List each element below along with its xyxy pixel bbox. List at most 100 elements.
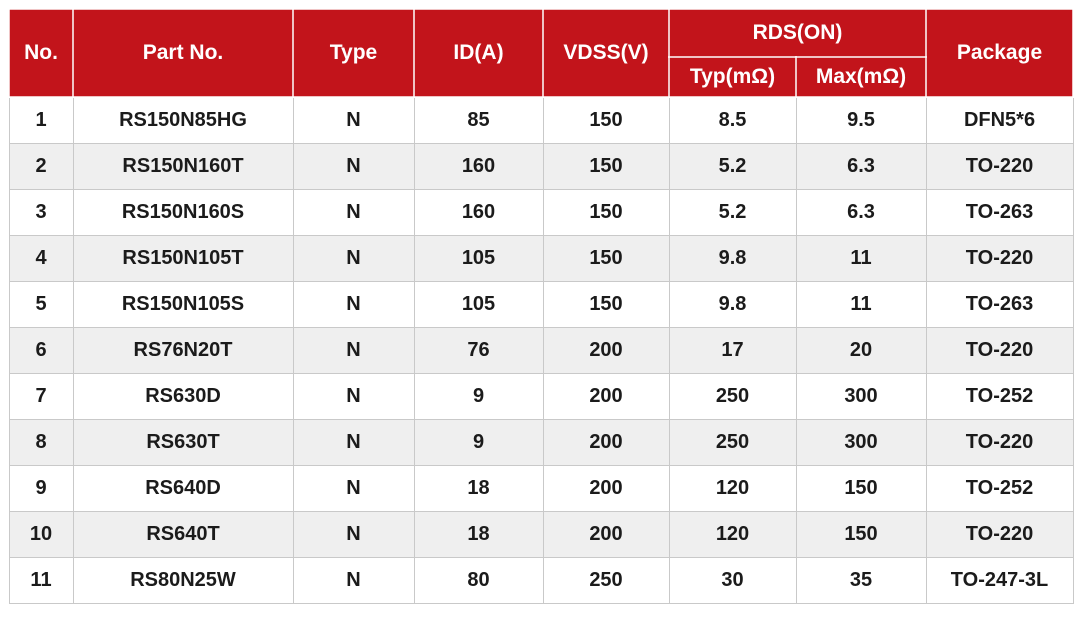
cell-max_mohm: 11 (795, 281, 927, 328)
cell-vdss_v: 200 (542, 327, 670, 374)
mosfet-spec-table: No. Part No. Type ID(A) VDSS(V) RDS(ON) … (8, 8, 1075, 604)
cell-vdss_v: 150 (542, 189, 670, 236)
cell-typ_mohm: 120 (668, 465, 797, 512)
cell-vdss_v: 250 (542, 557, 670, 604)
cell-id_a: 160 (413, 143, 544, 190)
table-row: 11 RS80N25W N 80 250 30 35 TO-247-3L (8, 557, 1074, 604)
cell-id_a: 160 (413, 189, 544, 236)
cell-no: 7 (8, 373, 74, 420)
cell-no: 9 (8, 465, 74, 512)
cell-package: TO-220 (925, 511, 1074, 558)
cell-package: TO-220 (925, 235, 1074, 282)
cell-typ_mohm: 9.8 (668, 281, 797, 328)
cell-no: 2 (8, 143, 74, 190)
table-row: 8 RS630T N 9 200 250 300 TO-220 (8, 419, 1074, 466)
cell-id_a: 105 (413, 235, 544, 282)
cell-vdss_v: 150 (542, 143, 670, 190)
cell-no: 3 (8, 189, 74, 236)
cell-package: TO-247-3L (925, 557, 1074, 604)
cell-type: N (292, 143, 415, 190)
col-header-package: Package (925, 8, 1075, 98)
cell-no: 11 (8, 557, 74, 604)
cell-part_no: RS150N160T (72, 143, 294, 190)
cell-package: TO-220 (925, 419, 1074, 466)
table-row: 1 RS150N85HG N 85 150 8.5 9.5 DFN5*6 (8, 96, 1074, 144)
table-body: 1 RS150N85HG N 85 150 8.5 9.5 DFN5*6 2 RS150N160T… (8, 96, 1074, 604)
cell-vdss_v: 200 (542, 373, 670, 420)
cell-typ_mohm: 8.5 (668, 96, 797, 144)
col-header-rds-on: RDS(ON) (667, 8, 928, 58)
cell-no: 1 (8, 96, 74, 144)
cell-max_mohm: 6.3 (795, 189, 927, 236)
cell-part_no: RS150N105T (72, 235, 294, 282)
cell-type: N (292, 235, 415, 282)
col-header-no: No. (8, 8, 74, 98)
cell-typ_mohm: 17 (668, 327, 797, 374)
table-header: No. Part No. Type ID(A) VDSS(V) RDS(ON) … (8, 8, 1075, 98)
cell-typ_mohm: 30 (668, 557, 797, 604)
cell-typ_mohm: 5.2 (668, 189, 797, 236)
cell-typ_mohm: 120 (668, 511, 797, 558)
cell-package: DFN5*6 (925, 96, 1074, 144)
cell-type: N (292, 281, 415, 328)
cell-type: N (292, 96, 415, 144)
col-header-id-a: ID(A) (413, 8, 544, 98)
cell-part_no: RS630D (72, 373, 294, 420)
cell-max_mohm: 20 (795, 327, 927, 374)
cell-id_a: 18 (413, 465, 544, 512)
cell-max_mohm: 300 (795, 419, 927, 466)
table-row: 2 RS150N160T N 160 150 5.2 6.3 TO-220 (8, 143, 1074, 190)
cell-type: N (292, 511, 415, 558)
table-row: 5 RS150N105S N 105 150 9.8 11 TO-263 (8, 281, 1074, 328)
cell-max_mohm: 9.5 (795, 96, 927, 144)
cell-typ_mohm: 9.8 (668, 235, 797, 282)
cell-type: N (292, 189, 415, 236)
cell-part_no: RS630T (72, 419, 294, 466)
cell-part_no: RS150N105S (72, 281, 294, 328)
cell-vdss_v: 150 (542, 235, 670, 282)
col-header-max-mohm: Max(mΩ) (794, 56, 928, 98)
cell-package: TO-252 (925, 373, 1074, 420)
cell-typ_mohm: 250 (668, 373, 797, 420)
table-row: 3 RS150N160S N 160 150 5.2 6.3 TO-263 (8, 189, 1074, 236)
cell-id_a: 76 (413, 327, 544, 374)
table-row: 7 RS630D N 9 200 250 300 TO-252 (8, 373, 1074, 420)
cell-max_mohm: 150 (795, 511, 927, 558)
cell-vdss_v: 200 (542, 511, 670, 558)
cell-part_no: RS150N85HG (72, 96, 294, 144)
cell-id_a: 105 (413, 281, 544, 328)
cell-max_mohm: 6.3 (795, 143, 927, 190)
cell-part_no: RS150N160S (72, 189, 294, 236)
cell-type: N (292, 327, 415, 374)
cell-id_a: 9 (413, 373, 544, 420)
cell-part_no: RS640T (72, 511, 294, 558)
cell-vdss_v: 150 (542, 96, 670, 144)
cell-part_no: RS640D (72, 465, 294, 512)
cell-id_a: 85 (413, 96, 544, 144)
table-row: 9 RS640D N 18 200 120 150 TO-252 (8, 465, 1074, 512)
col-header-part-no: Part No. (72, 8, 294, 98)
cell-vdss_v: 150 (542, 281, 670, 328)
cell-no: 4 (8, 235, 74, 282)
cell-typ_mohm: 250 (668, 419, 797, 466)
cell-type: N (292, 557, 415, 604)
cell-max_mohm: 300 (795, 373, 927, 420)
cell-package: TO-263 (925, 281, 1074, 328)
table-row: 6 RS76N20T N 76 200 17 20 TO-220 (8, 327, 1074, 374)
cell-no: 5 (8, 281, 74, 328)
cell-max_mohm: 35 (795, 557, 927, 604)
cell-part_no: RS80N25W (72, 557, 294, 604)
table-row: 10 RS640T N 18 200 120 150 TO-220 (8, 511, 1074, 558)
cell-max_mohm: 150 (795, 465, 927, 512)
cell-vdss_v: 200 (542, 465, 670, 512)
cell-max_mohm: 11 (795, 235, 927, 282)
col-header-vdss-v: VDSS(V) (542, 8, 670, 98)
cell-package: TO-263 (925, 189, 1074, 236)
cell-typ_mohm: 5.2 (668, 143, 797, 190)
col-header-type: Type (292, 8, 415, 98)
cell-package: TO-220 (925, 327, 1074, 374)
cell-no: 8 (8, 419, 74, 466)
cell-type: N (292, 465, 415, 512)
cell-no: 10 (8, 511, 74, 558)
cell-package: TO-220 (925, 143, 1074, 190)
